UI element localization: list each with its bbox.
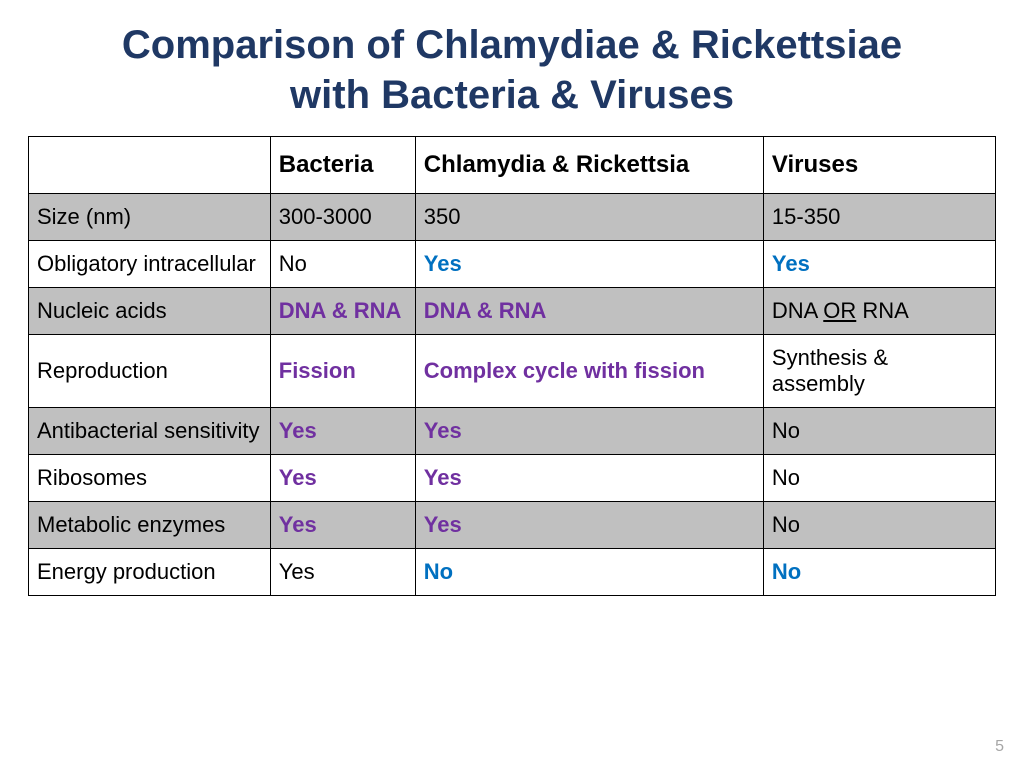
title-line-1: Comparison of Chlamydiae & Rickettsiae xyxy=(122,23,902,67)
cell-text: 300-3000 xyxy=(279,204,372,229)
table-cell: 15-350 xyxy=(763,194,995,241)
table-cell: Yes xyxy=(415,241,763,288)
page-number: 5 xyxy=(995,738,1004,756)
cell-text: Synthesis & assembly xyxy=(772,345,888,396)
table-header-row: Bacteria Chlamydia & Rickettsia Viruses xyxy=(29,137,996,194)
table-cell: No xyxy=(763,549,995,596)
cell-text: Yes xyxy=(424,465,462,490)
table-cell: Fission xyxy=(270,335,415,408)
row-label: Reproduction xyxy=(29,335,271,408)
slide: Comparison of Chlamydiae & Rickettsiae w… xyxy=(0,0,1024,768)
cell-text: RNA xyxy=(856,298,909,323)
row-label: Antibacterial sensitivity xyxy=(29,408,271,455)
cell-text: No xyxy=(772,465,800,490)
cell-text: Yes xyxy=(279,465,317,490)
table-cell: Yes xyxy=(270,549,415,596)
table-row: Size (nm) 300-3000 350 15-350 xyxy=(29,194,996,241)
row-label: Obligatory intracellular xyxy=(29,241,271,288)
table-cell: Yes xyxy=(415,455,763,502)
table-row: Antibacterial sensitivity Yes Yes No xyxy=(29,408,996,455)
slide-title: Comparison of Chlamydiae & Rickettsiae w… xyxy=(28,20,996,120)
cell-text: Yes xyxy=(279,418,317,443)
table-cell: Synthesis & assembly xyxy=(763,335,995,408)
table-cell: Complex cycle with fission xyxy=(415,335,763,408)
row-label: Nucleic acids xyxy=(29,288,271,335)
table-cell: No xyxy=(763,455,995,502)
table-cell: No xyxy=(763,408,995,455)
table-cell: Yes xyxy=(763,241,995,288)
table-cell: Yes xyxy=(415,408,763,455)
table-cell: Yes xyxy=(415,502,763,549)
table-row: Reproduction Fission Complex cycle with fi… xyxy=(29,335,996,408)
cell-text: Yes xyxy=(772,251,810,276)
table-row: Metabolic enzymes Yes Yes No xyxy=(29,502,996,549)
table-cell: 350 xyxy=(415,194,763,241)
cell-text: Complex cycle with fission xyxy=(424,358,705,383)
col-chlamydia-rickettsia: Chlamydia & Rickettsia xyxy=(415,137,763,194)
table-cell: DNA OR RNA xyxy=(763,288,995,335)
row-label: Size (nm) xyxy=(29,194,271,241)
cell-text: DNA & RNA xyxy=(279,298,402,323)
table-row: Nucleic acids DNA & RNA DNA & RNA DNA OR RN… xyxy=(29,288,996,335)
col-bacteria: Bacteria xyxy=(270,137,415,194)
cell-text: Fission xyxy=(279,358,356,383)
cell-text-mid: OR xyxy=(823,298,856,323)
table-cell: No xyxy=(763,502,995,549)
table-cell: 300-3000 xyxy=(270,194,415,241)
cell-text: 350 xyxy=(424,204,461,229)
cell-text: No xyxy=(772,418,800,443)
table-cell: Yes xyxy=(270,502,415,549)
table-cell: DNA & RNA xyxy=(270,288,415,335)
cell-text: Yes xyxy=(424,251,462,276)
cell-text: Yes xyxy=(424,512,462,537)
cell-text: Yes xyxy=(424,418,462,443)
table-cell: DNA & RNA xyxy=(415,288,763,335)
table-cell: Yes xyxy=(270,455,415,502)
table-row: Ribosomes Yes Yes No xyxy=(29,455,996,502)
table-body: Size (nm) 300-3000 350 15-350 Obligatory int… xyxy=(29,194,996,596)
cell-text: No xyxy=(772,559,801,584)
cell-text: No xyxy=(424,559,453,584)
cell-text: No xyxy=(279,251,307,276)
title-line-2: with Bacteria & Viruses xyxy=(290,73,734,117)
row-label: Energy production xyxy=(29,549,271,596)
row-label: Ribosomes xyxy=(29,455,271,502)
table-row: Obligatory intracellular No Yes Yes xyxy=(29,241,996,288)
cell-text: Yes xyxy=(279,559,315,584)
table-cell: Yes xyxy=(270,408,415,455)
cell-text: 15-350 xyxy=(772,204,841,229)
cell-text: Yes xyxy=(279,512,317,537)
row-label: Metabolic enzymes xyxy=(29,502,271,549)
col-viruses: Viruses xyxy=(763,137,995,194)
table-cell: No xyxy=(270,241,415,288)
comparison-table: Bacteria Chlamydia & Rickettsia Viruses … xyxy=(28,136,996,596)
cell-text: No xyxy=(772,512,800,537)
cell-text: DNA & RNA xyxy=(424,298,547,323)
table-cell: No xyxy=(415,549,763,596)
cell-text: DNA xyxy=(772,298,823,323)
col-empty xyxy=(29,137,271,194)
table-row: Energy production Yes No No xyxy=(29,549,996,596)
